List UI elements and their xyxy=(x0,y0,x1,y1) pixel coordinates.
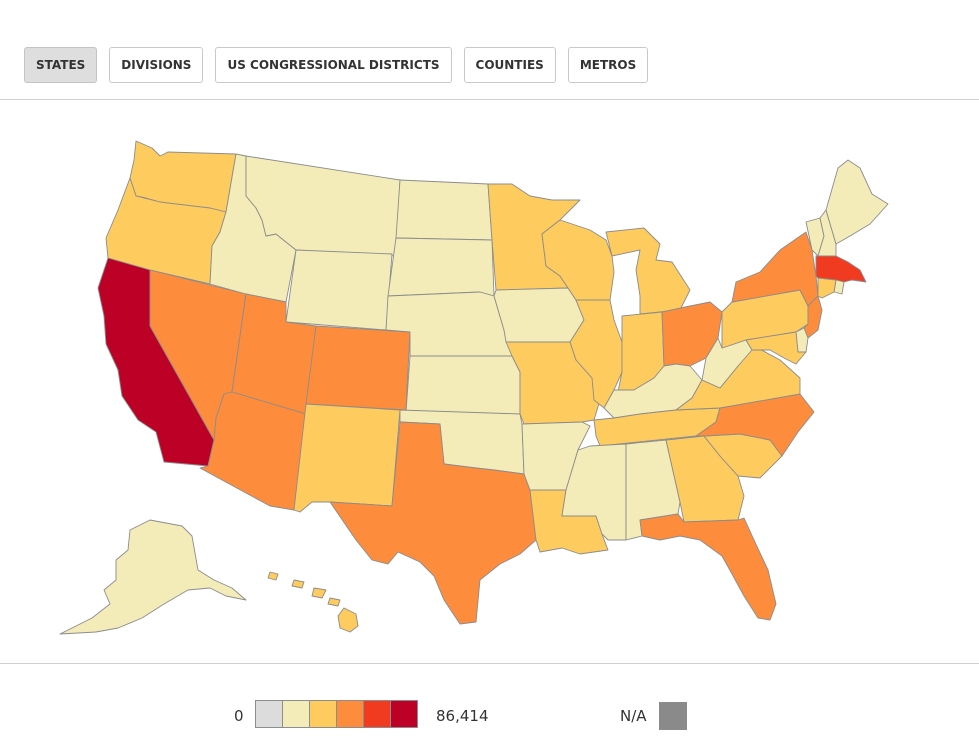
state-NJ[interactable] xyxy=(803,295,823,339)
state-WI[interactable] xyxy=(541,219,615,301)
legend-color-scale xyxy=(255,700,418,728)
state-CO[interactable] xyxy=(305,325,411,411)
state-MD[interactable] xyxy=(745,331,807,365)
legend-bin-3 xyxy=(336,700,364,728)
state-SD[interactable] xyxy=(387,237,495,297)
legend-bin-5 xyxy=(390,700,418,728)
state-CT[interactable] xyxy=(817,277,837,299)
state-ND[interactable] xyxy=(395,179,493,241)
top-divider xyxy=(0,99,979,100)
state-HI[interactable] xyxy=(267,571,359,633)
state-MA[interactable] xyxy=(815,255,867,283)
state-FL[interactable] xyxy=(639,513,777,621)
us-choropleth-map xyxy=(59,140,889,635)
state-KS[interactable] xyxy=(405,355,521,415)
geography-tabs: STATES DIVISIONS US CONGRESSIONAL DISTRI… xyxy=(24,47,649,83)
state-IA[interactable] xyxy=(493,287,585,343)
tab-divisions[interactable]: DIVISIONS xyxy=(109,47,204,83)
tab-congressional-districts[interactable]: US CONGRESSIONAL DISTRICTS xyxy=(215,47,452,83)
legend-na-swatch xyxy=(659,702,687,730)
state-AK[interactable] xyxy=(59,519,247,635)
legend-na-label: N/A xyxy=(620,707,647,725)
legend-bin-2 xyxy=(309,700,337,728)
state-ME[interactable] xyxy=(825,159,889,245)
state-TX[interactable] xyxy=(329,421,537,625)
tab-metros[interactable]: METROS xyxy=(567,47,649,83)
tab-states[interactable]: STATES xyxy=(24,47,98,83)
state-NM[interactable] xyxy=(293,403,401,513)
legend-max-label: 86,414 xyxy=(436,707,489,725)
bottom-divider xyxy=(0,663,979,664)
legend-bin-4 xyxy=(363,700,391,728)
legend: 0 86,414 N/A xyxy=(0,700,979,732)
legend-bin-1 xyxy=(282,700,310,728)
tab-counties[interactable]: COUNTIES xyxy=(463,47,556,83)
legend-bin-0 xyxy=(255,700,283,728)
state-MI[interactable] xyxy=(605,227,691,315)
state-WY[interactable] xyxy=(285,249,393,331)
legend-min-label: 0 xyxy=(234,707,244,725)
